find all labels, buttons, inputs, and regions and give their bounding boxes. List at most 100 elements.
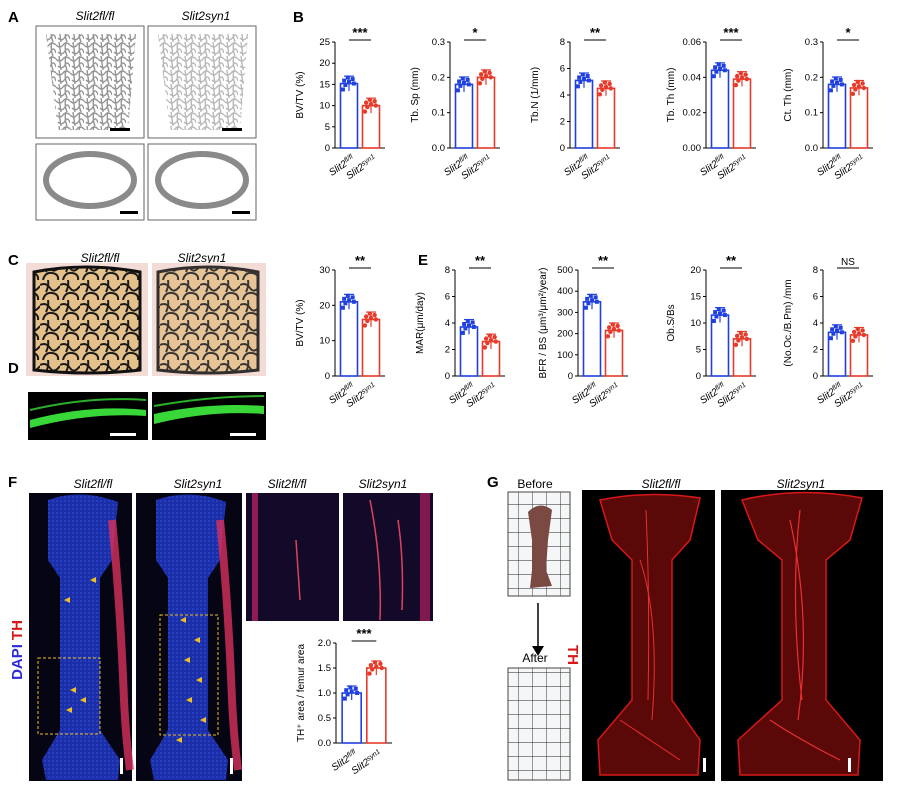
- data-point: [365, 104, 370, 110]
- y-tick-label: 400: [557, 286, 573, 297]
- data-point: [861, 85, 867, 91]
- data-point: [578, 79, 583, 84]
- y-tick-label: 0: [325, 371, 330, 382]
- scale-bar-icon: [703, 758, 706, 772]
- y-tick-label: 0.1: [432, 108, 445, 119]
- data-point: [733, 342, 739, 348]
- data-point: [590, 298, 594, 303]
- y-axis-label: BFR / BS (μm³/μm²/year): [538, 268, 549, 379]
- data-point: [488, 337, 494, 343]
- panel-letter-d: D: [8, 360, 19, 377]
- data-point: [739, 75, 745, 80]
- panel-g-label-syn: Slit2syn1: [777, 477, 826, 491]
- data-point: [485, 340, 490, 346]
- data-point: [605, 334, 611, 339]
- y-axis-label: MAR(μm/day): [415, 292, 426, 354]
- data-point: [487, 333, 492, 338]
- y-tick-label: 0.00: [683, 143, 702, 154]
- data-point: [588, 293, 593, 298]
- y-tick-label: 4: [445, 318, 450, 329]
- von-kossa-images: [26, 263, 266, 376]
- y-tick-label: 4: [560, 90, 565, 101]
- y-tick-label: 0.5: [318, 713, 331, 724]
- bar-syn: [849, 87, 869, 149]
- data-point: [458, 83, 463, 88]
- data-point: [455, 88, 460, 93]
- data-point: [860, 328, 865, 333]
- data-point: [457, 79, 462, 84]
- data-point: [340, 305, 345, 310]
- bar-syn: [596, 87, 616, 149]
- bar-syn: [361, 318, 381, 377]
- panel-letter-e: E: [418, 252, 428, 269]
- microct-trabecular-images: [35, 25, 257, 139]
- scale-bar-icon: [222, 128, 242, 131]
- data-point: [477, 81, 483, 86]
- y-tick-label: 0: [696, 371, 701, 382]
- bar-syn: [365, 667, 387, 744]
- data-point: [372, 98, 377, 104]
- data-point: [611, 326, 617, 332]
- significance-label: ***: [352, 25, 368, 40]
- y-tick-label: 6: [813, 292, 818, 303]
- data-point: [586, 301, 591, 306]
- data-point: [345, 75, 350, 80]
- data-point: [585, 296, 590, 301]
- bar-syn: [732, 78, 752, 149]
- bar-fl: [339, 82, 359, 149]
- y-tick-label: 100: [557, 350, 573, 361]
- scale-bar-icon: [230, 758, 233, 774]
- data-point: [344, 688, 349, 693]
- data-point: [482, 69, 487, 74]
- scale-bar-icon: [110, 128, 130, 131]
- data-point: [608, 329, 613, 335]
- data-point: [467, 323, 471, 328]
- data-point: [488, 75, 494, 80]
- y-tick-label: 5: [325, 122, 330, 133]
- data-point: [734, 73, 740, 79]
- y-tick-label: 0: [568, 371, 573, 382]
- y-tick-label: 10: [319, 336, 330, 347]
- data-point: [831, 83, 836, 88]
- chart-b2: 0.00.10.20.3Tb. Sp (mm)Slit2fl/flSlit2sy…: [410, 25, 500, 182]
- data-point: [853, 87, 858, 92]
- data-point: [466, 82, 471, 87]
- bar-fl: [827, 83, 847, 149]
- panel-letter-c: C: [8, 252, 19, 269]
- data-point: [583, 305, 588, 310]
- panel-c-label-syn: Slit2syn1: [178, 251, 227, 265]
- data-point: [492, 334, 497, 340]
- y-tick-label: 0: [813, 371, 818, 382]
- y-tick-label: 200: [557, 329, 573, 340]
- data-point: [856, 331, 862, 336]
- data-point: [721, 308, 726, 313]
- scale-bar-icon: [848, 758, 851, 772]
- y-tick-label: 30: [319, 265, 330, 276]
- data-point: [577, 75, 582, 80]
- data-point: [616, 328, 622, 333]
- data-point: [839, 330, 844, 335]
- y-axis-label: BV/TV (%): [295, 71, 306, 118]
- y-tick-label: 10: [690, 318, 701, 329]
- microct-cortical-images: [35, 143, 257, 221]
- panel-f-label-syn: Slit2syn1: [174, 477, 223, 491]
- y-tick-label: 0.2: [805, 72, 818, 83]
- data-point: [851, 329, 857, 335]
- data-point: [368, 663, 374, 668]
- significance-label: **: [475, 253, 486, 268]
- y-tick-label: 15: [319, 79, 330, 90]
- y-axis-label: TH⁺ area / femur area: [296, 644, 307, 743]
- data-point: [463, 326, 468, 331]
- y-tick-label: 20: [319, 300, 330, 311]
- y-tick-label: 6: [445, 292, 450, 303]
- y-tick-label: 0: [445, 371, 450, 382]
- data-point: [714, 69, 719, 74]
- data-point: [378, 661, 383, 666]
- significance-label: ***: [356, 626, 372, 641]
- data-point: [861, 332, 867, 338]
- data-point: [855, 79, 860, 85]
